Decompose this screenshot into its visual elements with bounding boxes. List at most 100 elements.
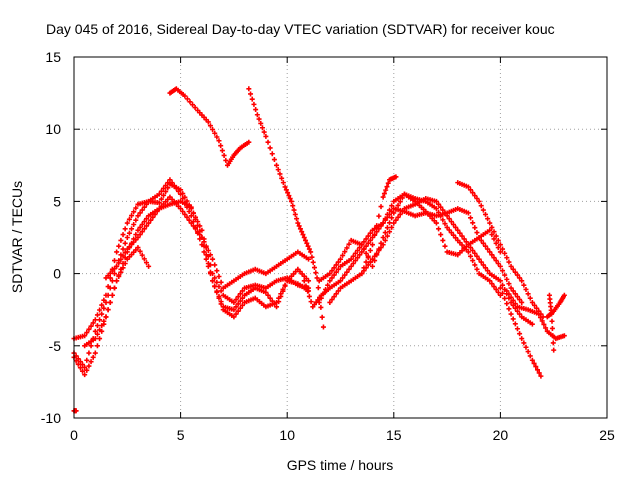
data-point	[384, 233, 390, 239]
data-point	[261, 129, 267, 135]
data-point	[465, 184, 471, 190]
data-point	[461, 236, 467, 242]
data-point	[103, 314, 109, 320]
data-point	[203, 252, 209, 258]
data-point	[329, 297, 335, 303]
data-point	[551, 347, 557, 353]
data-point	[105, 307, 111, 313]
data-point	[495, 237, 501, 243]
data-point	[536, 370, 542, 376]
data-point	[369, 242, 375, 248]
data-point	[216, 295, 222, 301]
data-point	[491, 284, 497, 290]
data-point	[205, 247, 211, 253]
data-point	[495, 260, 501, 266]
data-point	[173, 185, 179, 191]
data-point	[514, 294, 520, 300]
data-point	[384, 225, 390, 231]
x-tick-label: 10	[279, 427, 295, 443]
grid-layer	[74, 57, 607, 418]
data-point	[395, 202, 401, 208]
data-point	[468, 253, 474, 259]
data-point	[549, 318, 555, 324]
data-point	[308, 299, 314, 305]
data-point	[150, 214, 156, 220]
data-point	[514, 272, 520, 278]
y-tick-label: -10	[41, 410, 61, 426]
data-point	[99, 302, 105, 308]
data-point	[393, 174, 399, 180]
data-point	[205, 260, 211, 266]
data-point	[126, 230, 132, 236]
data-point	[436, 201, 442, 207]
data-point	[529, 321, 535, 327]
data-point	[303, 283, 309, 289]
axis-ticks: 0 5 10 15 20 25 -10 -5 0 5 10 15	[41, 49, 615, 443]
data-point	[365, 233, 371, 239]
data-point	[195, 229, 201, 235]
data-point	[517, 331, 523, 337]
data-point	[361, 246, 367, 252]
data-point	[131, 209, 137, 215]
data-point	[300, 232, 306, 238]
data-point	[549, 311, 555, 317]
y-tick-label: 5	[53, 193, 61, 209]
data-point	[335, 288, 341, 294]
data-point	[283, 187, 289, 193]
data-point	[482, 211, 488, 217]
data-point	[133, 205, 139, 211]
data-point	[506, 306, 512, 312]
data-point	[235, 294, 241, 300]
data-point	[350, 253, 356, 259]
data-point	[129, 226, 135, 232]
data-point	[235, 301, 241, 307]
data-point	[468, 245, 474, 251]
data-point	[92, 350, 98, 356]
data-point	[137, 248, 143, 254]
data-point	[306, 256, 312, 262]
data-point	[163, 189, 169, 195]
data-point	[231, 299, 237, 305]
data-point	[487, 227, 493, 233]
data-point	[380, 220, 386, 226]
chart-title: Day 045 of 2016, Sidereal Day-to-day VTE…	[46, 21, 555, 37]
data-point	[395, 214, 401, 220]
data-point	[315, 285, 321, 291]
data-point	[201, 249, 207, 255]
data-point	[480, 262, 486, 268]
data-point	[152, 211, 158, 217]
data-point	[80, 368, 86, 374]
data-point	[382, 217, 388, 223]
data-point	[549, 325, 555, 331]
data-point	[178, 191, 184, 197]
data-point	[361, 265, 367, 271]
data-point	[212, 262, 218, 268]
data-point	[399, 209, 405, 215]
data-point	[287, 196, 293, 202]
data-point	[480, 207, 486, 213]
data-point	[199, 235, 205, 240]
data-point	[103, 299, 109, 305]
data-point	[122, 226, 128, 232]
data-point	[365, 253, 371, 259]
data-point	[561, 333, 567, 339]
data-point	[517, 275, 523, 281]
data-point	[397, 199, 403, 205]
data-point	[259, 125, 265, 131]
data-point	[500, 290, 506, 296]
data-point	[105, 292, 111, 298]
data-point	[342, 272, 348, 278]
data-point	[195, 222, 201, 228]
data-point	[216, 284, 222, 290]
data-point	[282, 184, 288, 190]
data-point	[216, 138, 222, 144]
data-point	[497, 278, 503, 284]
data-point	[94, 323, 100, 329]
data-point	[361, 239, 367, 245]
data-point	[122, 260, 128, 266]
data-point	[374, 229, 380, 235]
data-point	[274, 299, 280, 305]
data-point	[497, 249, 503, 255]
data-point	[135, 213, 141, 219]
data-point	[348, 263, 354, 269]
